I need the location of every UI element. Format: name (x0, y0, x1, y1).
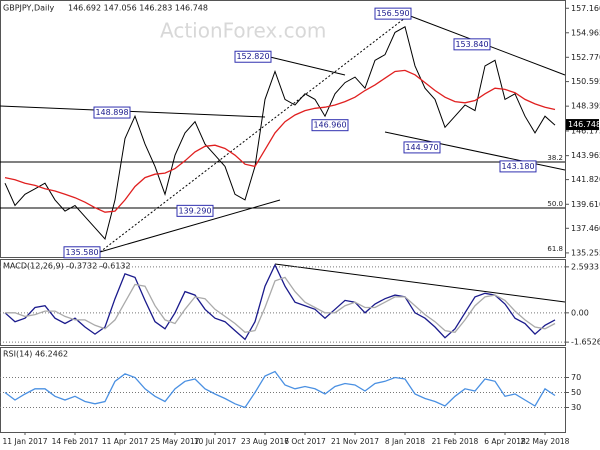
annotation-box (176, 204, 214, 217)
rsi-panel (0, 347, 566, 433)
y-tick-label: 30 (571, 403, 581, 412)
x-tick-label: 14 Feb 2017 (52, 437, 99, 446)
annotation-box (93, 106, 131, 119)
y-tick-label: 157.160 (571, 4, 600, 13)
x-tick-label: 6 Oct 2017 (284, 437, 326, 446)
annotation-label: 146.960 (313, 121, 346, 130)
annotation-label: 152.820 (236, 52, 269, 61)
annotation-box (311, 119, 349, 132)
annotation-label: 143.180 (501, 162, 534, 171)
y-tick-label: 152.770 (571, 53, 600, 62)
chart-title: GBPJPY,Daily (3, 4, 54, 13)
y-tick-label: 139.610 (571, 200, 600, 209)
y-tick-label: 2.5933 (571, 262, 599, 271)
annotation-label: 144.970 (405, 143, 438, 152)
series-line (4, 370, 556, 409)
y-tick-label: 143.965 (571, 151, 600, 160)
chart-subtitle: 146.692 147.056 146.283 146.748 (68, 4, 208, 13)
series-line (5, 276, 556, 334)
annotation-box (63, 246, 101, 259)
fib-label: 38.2 (547, 154, 563, 162)
trend-lines (0, 13, 566, 303)
last-price-box (566, 119, 599, 131)
annotation-label: 139.290 (178, 206, 211, 215)
watermark: ActionForex.com (160, 19, 326, 43)
series-line (4, 69, 556, 213)
y-tick-label: 70 (571, 373, 581, 382)
x-tick-label: 11 Apr 2017 (102, 437, 149, 446)
y-tick-label: 150.595 (571, 77, 600, 86)
x-tick-label: 10 Jul 2017 (194, 437, 237, 446)
x-tick-label: 21 Feb 2018 (432, 437, 479, 446)
y-tick-label: 154.965 (571, 28, 600, 37)
rsi-title: RSI(14) 46.2462 (3, 350, 68, 359)
annotation-label: 156.590 (376, 9, 409, 18)
macd-title: MACD(12,26,9) -0.3732 -0.6132 (3, 262, 131, 271)
y-tick-label: 141.820 (571, 175, 600, 184)
x-tick-label: 6 Apr 2018 (484, 437, 526, 446)
annotation-label: 148.898 (95, 108, 128, 117)
y-tick-label: 146.175 (571, 126, 600, 135)
annotation-box (403, 141, 441, 154)
annotation-label: 135.580 (65, 248, 98, 257)
y-tick-label: -1.6526 (571, 338, 600, 347)
annotation-box (374, 7, 412, 20)
series-line (4, 263, 556, 341)
x-tick-label: 8 Jan 2018 (385, 437, 425, 446)
annotation-box (499, 160, 537, 173)
fib-label: 50.0 (547, 200, 563, 208)
y-tick-label: 137.460 (571, 224, 600, 233)
last-price-label: 146.748 (568, 120, 600, 129)
annotation-label: 153.840 (455, 40, 488, 49)
y-tick-label: 148.395 (571, 102, 600, 111)
series-line (4, 26, 556, 241)
price-panel (0, 0, 566, 258)
y-tick-label: 135.255 (571, 248, 600, 257)
y-tick-label: 0.00 (571, 308, 589, 317)
fib-label: 61.8 (547, 245, 563, 253)
x-tick-label: 23 Aug 2017 (241, 437, 289, 446)
macd-panel (0, 259, 566, 346)
x-tick-label: 11 Jan 2017 (3, 437, 48, 446)
x-tick-label: 25 May 2017 (151, 437, 200, 446)
annotation-box (453, 38, 491, 51)
x-tick-label: 21 Nov 2017 (331, 437, 379, 446)
x-tick-label: 22 May 2018 (521, 437, 570, 446)
annotation-box (234, 50, 272, 63)
y-tick-label: 50 (571, 388, 581, 397)
